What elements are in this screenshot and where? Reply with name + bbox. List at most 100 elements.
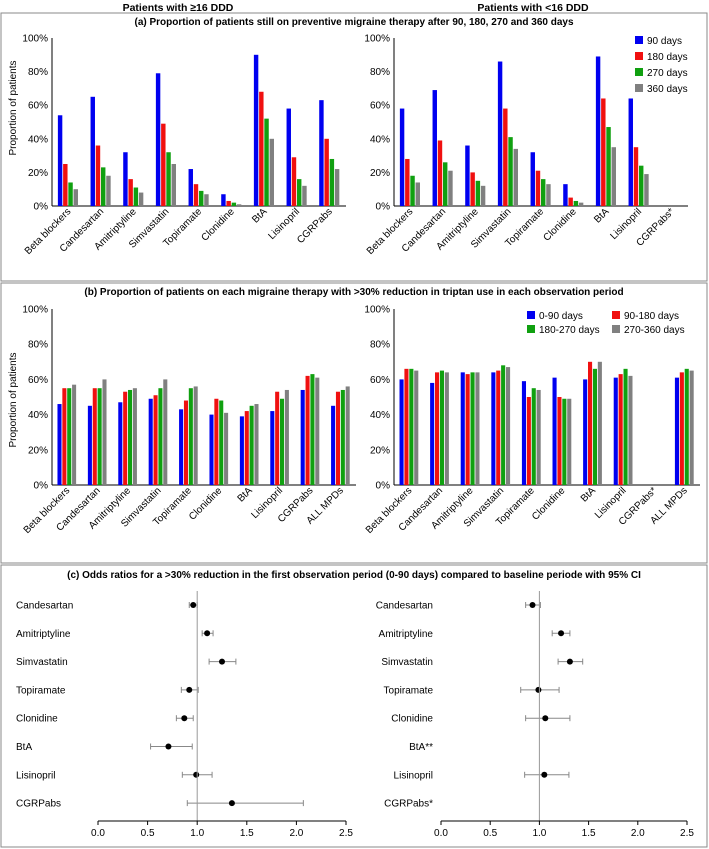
- odds-ratio-point: [535, 686, 542, 693]
- bar: [562, 398, 567, 485]
- bar: [87, 405, 92, 485]
- bar: [158, 388, 163, 485]
- bar: [639, 165, 644, 206]
- bar: [611, 147, 616, 206]
- bar: [470, 372, 475, 485]
- bar: [470, 172, 475, 206]
- bar: [193, 184, 199, 206]
- x-tick-label: 1.5: [582, 828, 596, 839]
- x-tick-label: 1.0: [190, 828, 204, 839]
- bar: [133, 187, 139, 206]
- forest-row-label: BtA: [16, 742, 32, 753]
- bar: [588, 361, 593, 485]
- bar: [161, 123, 166, 206]
- bar: [101, 167, 106, 206]
- legend-label: 270 days: [647, 68, 688, 79]
- forest-row-label: Simvastatin: [16, 657, 68, 668]
- bar: [405, 158, 410, 206]
- bar: [618, 374, 623, 485]
- bar: [188, 169, 193, 206]
- bar: [73, 189, 78, 206]
- odds-ratio-point: [204, 630, 211, 637]
- bar: [302, 185, 307, 206]
- bar: [684, 368, 689, 485]
- bar: [219, 400, 224, 485]
- y-tick-label: 0%: [376, 202, 391, 213]
- y-tick-label: 60%: [370, 375, 390, 386]
- bar: [224, 412, 229, 485]
- bar: [521, 381, 527, 485]
- x-tick-label: 2.5: [339, 828, 353, 839]
- bar: [249, 405, 254, 485]
- bar: [284, 389, 289, 485]
- bar: [536, 389, 541, 485]
- forest-row-label: Topiramate: [384, 685, 434, 696]
- bar: [606, 127, 611, 206]
- x-tick-label: 0.5: [483, 828, 497, 839]
- bar: [530, 152, 535, 206]
- y-tick-label: 80%: [28, 340, 48, 351]
- bar: [541, 179, 546, 206]
- bar: [226, 200, 231, 206]
- bar: [331, 405, 336, 485]
- bar: [430, 382, 435, 485]
- y-tick-label: 40%: [28, 410, 48, 421]
- forest-row-label: Amitriptyline: [379, 629, 434, 640]
- bar: [92, 388, 97, 485]
- bar: [310, 374, 315, 485]
- bar: [475, 372, 480, 485]
- bar: [57, 404, 62, 485]
- x-tick-label: BtA: [236, 485, 255, 504]
- bar: [128, 179, 133, 206]
- x-tick-label: 2.0: [631, 828, 645, 839]
- bar: [95, 145, 101, 206]
- bar: [601, 98, 606, 206]
- bar: [239, 416, 244, 485]
- y-tick-label: 40%: [28, 134, 48, 145]
- bar: [567, 398, 572, 485]
- y-tick-label: 0%: [34, 202, 49, 213]
- y-tick-label: 80%: [370, 67, 390, 78]
- x-tick-label: CGRPabs: [295, 206, 335, 246]
- bar: [573, 200, 579, 206]
- bar: [439, 370, 444, 485]
- y-tick-label: 80%: [370, 340, 390, 351]
- x-tick-label: 1.0: [532, 828, 546, 839]
- bar: [491, 372, 496, 485]
- bar: [526, 397, 531, 485]
- y-tick-label: 40%: [370, 410, 390, 421]
- y-tick-label: 100%: [22, 34, 48, 45]
- x-tick-label: 2.5: [680, 828, 694, 839]
- bar: [244, 411, 249, 485]
- bar: [291, 157, 297, 206]
- bar: [340, 389, 345, 485]
- bar: [67, 388, 72, 485]
- y-tick-label: 60%: [370, 101, 390, 112]
- bar: [480, 185, 486, 206]
- forest-row-label: Clonidine: [391, 714, 433, 725]
- x-tick-label: BtA: [592, 206, 611, 225]
- bar: [435, 372, 440, 485]
- bar: [132, 388, 137, 485]
- header-right: Patients with <16 DDD: [477, 2, 589, 14]
- bar: [193, 386, 198, 485]
- section-a-frame: [0, 12, 708, 282]
- bar: [199, 190, 204, 206]
- y-tick-label: 100%: [22, 305, 48, 316]
- bar: [204, 194, 209, 206]
- bar: [513, 148, 518, 206]
- odds-ratio-point: [558, 630, 565, 637]
- bar: [153, 395, 158, 485]
- bar: [592, 368, 597, 485]
- y-tick-label: 80%: [28, 67, 48, 78]
- legend-label: 360 days: [647, 84, 688, 95]
- bar: [300, 389, 305, 485]
- bar: [496, 370, 501, 485]
- bar: [280, 398, 285, 485]
- legend-swatch: [635, 52, 643, 60]
- legend-swatch: [635, 68, 643, 76]
- y-tick-label: 60%: [28, 375, 48, 386]
- section-c-title: (c) Odds ratios for a >30% reduction in …: [67, 570, 641, 581]
- section-c-frame: [0, 564, 708, 848]
